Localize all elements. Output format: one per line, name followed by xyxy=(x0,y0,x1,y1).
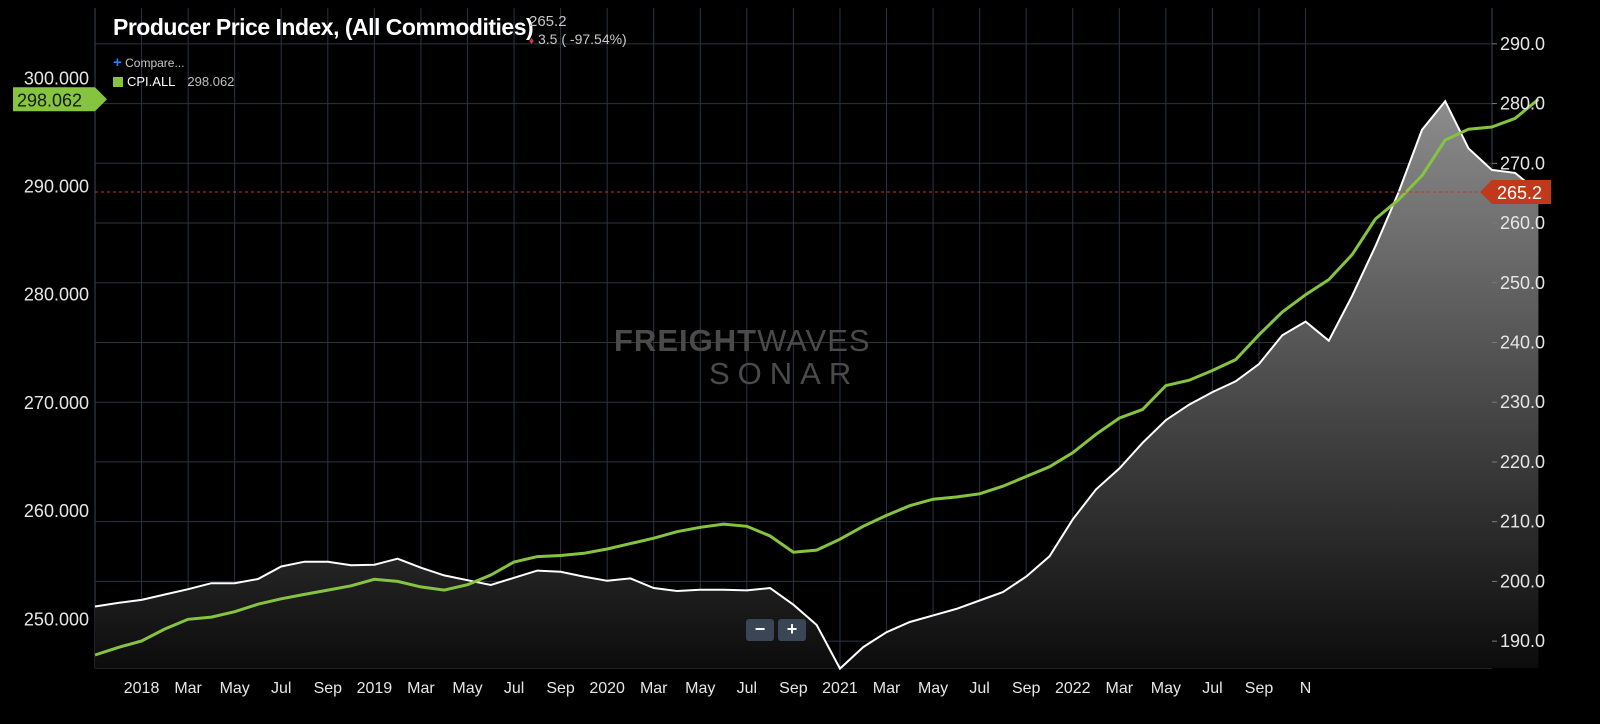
x-tick-label: May xyxy=(452,680,482,697)
x-tick-label: Mar xyxy=(873,680,901,697)
y-right-tick-label: 280.0 xyxy=(1500,94,1545,114)
y-right-tick-label: 270.0 xyxy=(1500,153,1545,173)
x-tick-label: Jul xyxy=(969,680,989,697)
x-tick-label: Jul xyxy=(271,680,291,697)
y-right-tick-label: 220.0 xyxy=(1500,452,1545,472)
x-tick-label: Jul xyxy=(737,680,757,697)
right-marker-shape xyxy=(1480,179,1551,204)
x-tick-label: N xyxy=(1300,680,1312,697)
y-right-tick-label: 240.0 xyxy=(1500,332,1545,352)
last-value: 265.2 xyxy=(529,13,567,30)
x-tick-label: Mar xyxy=(1106,680,1134,697)
ppi-series-line xyxy=(94,99,1540,671)
zoom-out-button[interactable]: − xyxy=(746,619,774,641)
change-value: 3.5 ( -97.54%) xyxy=(538,31,627,47)
left-marker-shape xyxy=(13,87,107,112)
legend-swatch xyxy=(113,77,123,87)
left-value-marker: 298.062 xyxy=(13,87,107,112)
y-left-tick-label: 300.000 xyxy=(24,68,89,88)
y-left-tick-label: 290.000 xyxy=(24,177,89,197)
change-readout: ♦ 3.5 ( -97.54%) xyxy=(529,31,627,47)
x-tick-label: 2018 xyxy=(124,680,160,697)
watermark-product: SONAR xyxy=(709,356,860,391)
cpi-series-line xyxy=(94,98,1540,657)
y-right-tick-label: 200.0 xyxy=(1500,571,1545,591)
plus-icon: + xyxy=(113,54,122,71)
x-tick-label: 2022 xyxy=(1055,680,1091,697)
watermark-brand-thin: WAVES xyxy=(757,323,871,358)
y-right-tick-label: 230.0 xyxy=(1500,392,1545,412)
left-marker-label: 298.062 xyxy=(17,90,82,110)
x-tick-label: Jul xyxy=(504,680,524,697)
x-tick-label: May xyxy=(685,680,715,697)
y-right-tick-label: 250.0 xyxy=(1500,273,1545,293)
y-right-tick-label: 190.0 xyxy=(1500,631,1545,651)
y-left-tick-label: 260.000 xyxy=(24,501,89,521)
x-tick-label: 2019 xyxy=(357,680,393,697)
x-tick-label: Sep xyxy=(1245,680,1274,697)
y-right-tick-label: 210.0 xyxy=(1500,512,1545,532)
legend-value: 298.062 xyxy=(187,74,235,89)
compare-label: Compare... xyxy=(125,56,185,70)
legend-item-cpi[interactable]: CPI.ALL 298.062 xyxy=(113,74,234,89)
x-tick-label: Sep xyxy=(546,680,575,697)
watermark-brand: FREIGHTWAVES xyxy=(614,323,871,359)
x-tick-label: 2020 xyxy=(589,680,625,697)
x-tick-label: Mar xyxy=(174,680,202,697)
x-tick-label: 2021 xyxy=(822,680,858,697)
y-right-tick-label: 260.0 xyxy=(1500,213,1545,233)
down-arrow-icon: ♦ xyxy=(529,36,535,47)
x-tick-label: Mar xyxy=(407,680,435,697)
x-tick-label: Sep xyxy=(779,680,808,697)
zoom-in-button[interactable]: + xyxy=(778,619,806,641)
x-tick-label: May xyxy=(1151,680,1181,697)
y-left-tick-label: 270.000 xyxy=(24,393,89,413)
chart-title: Producer Price Index, (All Commodities) xyxy=(113,14,534,40)
x-tick-label: May xyxy=(918,680,948,697)
y-left-tick-label: 250.000 xyxy=(24,609,89,629)
x-tick-label: May xyxy=(220,680,250,697)
x-tick-label: Jul xyxy=(1202,680,1222,697)
y-right-tick-label: 290.0 xyxy=(1500,34,1545,54)
compare-button[interactable]: + Compare... xyxy=(113,54,184,71)
right-value-marker: 265.2 xyxy=(1480,179,1551,204)
x-tick-label: Sep xyxy=(314,680,343,697)
ppi-area xyxy=(95,101,1539,669)
y-left-tick-label: 280.000 xyxy=(24,285,89,305)
watermark-brand-bold: FREIGHT xyxy=(614,323,758,358)
right-marker-label: 265.2 xyxy=(1497,183,1542,203)
legend-label: CPI.ALL xyxy=(127,74,176,89)
x-tick-label: Sep xyxy=(1012,680,1041,697)
x-tick-label: Mar xyxy=(640,680,668,697)
